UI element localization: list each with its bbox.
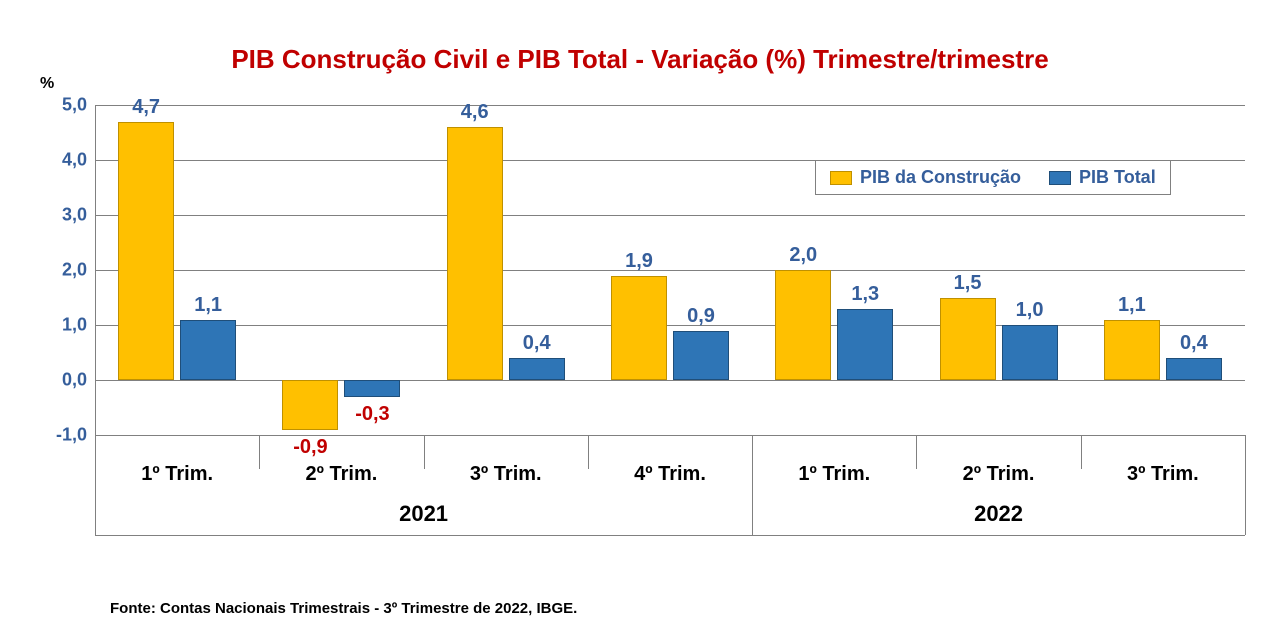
ytick-label: -1,0 — [56, 425, 95, 446]
x-axis-mid-line — [95, 435, 1245, 436]
x-year-label: 2021 — [95, 435, 752, 527]
gridline — [95, 105, 1245, 106]
ytick-label: 4,0 — [62, 150, 95, 171]
bar-value-label: 1,3 — [851, 283, 879, 306]
bar-total — [1166, 358, 1222, 380]
x-year-label: 2022 — [752, 435, 1245, 527]
bar-value-label: 4,6 — [461, 101, 489, 124]
source-caption: Fonte: Contas Nacionais Trimestrais - 3º… — [110, 600, 577, 617]
bar-construcao — [940, 298, 996, 381]
gridline — [95, 325, 1245, 326]
ytick-label: 5,0 — [62, 95, 95, 116]
legend-swatch — [1049, 171, 1071, 185]
bar-value-label: 1,9 — [625, 250, 653, 273]
legend-item: PIB da Construção — [830, 167, 1021, 188]
ytick-label: 3,0 — [62, 205, 95, 226]
bar-total — [837, 309, 893, 381]
bar-value-label: 0,4 — [1180, 332, 1208, 355]
bar-value-label: -0,3 — [355, 403, 389, 426]
bar-total — [509, 358, 565, 380]
x-year-separator — [1245, 435, 1246, 535]
bar-construcao — [775, 270, 831, 380]
bar-construcao — [447, 127, 503, 380]
gridline — [95, 215, 1245, 216]
bar-value-label: 1,1 — [194, 294, 222, 317]
chart-title-line1: PIB Construção Civil e PIB Total - Varia… — [231, 44, 1048, 74]
ytick-label: 2,0 — [62, 260, 95, 281]
legend-item: PIB Total — [1049, 167, 1156, 188]
y-axis-line — [95, 105, 96, 435]
bar-value-label: 2,0 — [789, 244, 817, 267]
bar-value-label: 1,0 — [1016, 299, 1044, 322]
legend-label: PIB da Construção — [860, 167, 1021, 188]
bar-value-label: 1,1 — [1118, 294, 1146, 317]
bar-construcao — [282, 380, 338, 430]
x-year-separator — [95, 435, 96, 535]
bar-value-label: 1,5 — [954, 272, 982, 295]
bar-value-label: 4,7 — [132, 96, 160, 119]
x-year-separator — [752, 435, 753, 535]
y-axis-unit: % — [40, 75, 54, 93]
bar-construcao — [118, 122, 174, 381]
bar-total — [344, 380, 400, 397]
plot-area: -1,00,01,02,03,04,05,04,71,11º Trim.-0,9… — [95, 105, 1245, 435]
bar-value-label: 0,9 — [687, 305, 715, 328]
legend-swatch — [830, 171, 852, 185]
legend-label: PIB Total — [1079, 167, 1156, 188]
bar-total — [1002, 325, 1058, 380]
gridline — [95, 380, 1245, 381]
bar-construcao — [611, 276, 667, 381]
ytick-label: 1,0 — [62, 315, 95, 336]
bar-construcao — [1104, 320, 1160, 381]
legend: PIB da Construção PIB Total — [815, 160, 1171, 195]
gridline — [95, 270, 1245, 271]
x-axis-bottom-line — [95, 535, 1245, 536]
pib-chart: PIB Construção Civil e PIB Total - Varia… — [0, 0, 1280, 629]
ytick-label: 0,0 — [62, 370, 95, 391]
bar-total — [180, 320, 236, 381]
bar-value-label: 0,4 — [523, 332, 551, 355]
bar-total — [673, 331, 729, 381]
